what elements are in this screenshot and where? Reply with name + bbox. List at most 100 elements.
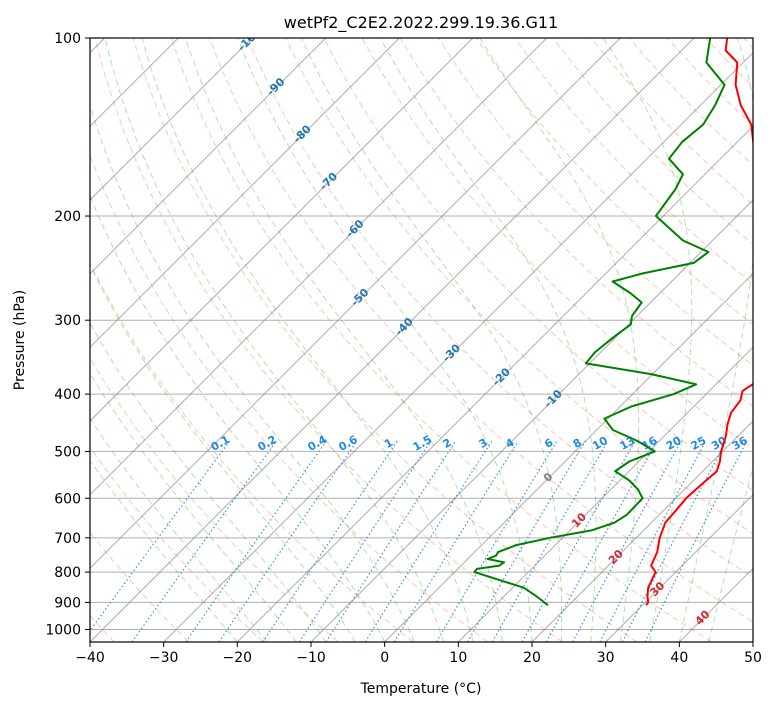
dry-adiabat [132,38,638,642]
dry-adiabat [667,38,753,127]
isotherm-line [90,38,695,642]
mixing-ratio-label: 36 [730,434,750,453]
mixing-ratio-line [218,440,358,642]
dry-adiabat [628,38,753,166]
mixing-ratio-line [545,440,658,642]
isotherm-label: -90 [264,75,287,98]
dry-adiabat [705,38,753,88]
y-tick-label: 300 [54,313,81,329]
mixing-ratio-label: 0.1 [209,433,232,454]
mixing-ratio-line [325,440,457,642]
isotherm-label: 10 [569,510,589,530]
moist-adiabat [90,321,327,642]
moist-adiabat [678,38,753,642]
moist-adiabat [104,38,445,642]
moist-adiabat [602,38,693,642]
isotherm-label: -70 [317,170,340,193]
y-tick-label: 400 [54,387,81,403]
dry-adiabat [247,38,753,578]
isotherm-line [90,38,621,570]
mixing-ratio-line [364,440,493,642]
moist-adiabat [300,38,563,642]
mixing-ratio-line [466,440,587,642]
mixing-ratio-line [521,440,636,642]
dry-adiabat [399,38,753,408]
y-tick-label: 800 [54,565,81,581]
moist-adiabat [90,459,238,642]
y-tick-label: 600 [54,491,81,507]
y-axis-label: Pressure (hPa) [12,290,28,390]
dry-adiabat [552,38,753,245]
x-tick-label: −20 [223,650,253,666]
isotherm-label: -30 [440,341,463,364]
moist-adiabat [141,38,474,642]
isotherm-line [531,420,753,642]
mixing-ratio-label: 10 [590,434,610,453]
mixing-ratio-label: 0.4 [306,433,330,454]
mixing-ratio-label: 8 [571,436,584,451]
mixing-ratio-line [491,440,609,642]
mixing-ratio-label: 1 [382,436,395,451]
dry-adiabat [743,38,753,49]
x-tick-label: 20 [523,650,541,666]
x-axis-label: Temperature (°C) [360,681,482,697]
mixing-ratio-label: 3 [477,436,490,451]
moist-adiabat [90,417,268,642]
x-tick-label: 40 [670,650,688,666]
dry-adiabat [90,357,339,642]
temperature-profile-line [645,38,753,606]
isotherm-label: -50 [348,286,371,309]
isotherm-line [90,38,474,422]
dry-adiabat [323,38,753,492]
isotherm-label: -80 [291,122,314,145]
dry-adiabat [170,38,712,642]
y-tick-label: 100 [54,31,81,47]
isotherm-line [90,38,548,496]
x-tick-label: 50 [744,650,762,666]
isotherm-line [163,51,753,642]
dewpoint-profile-line [473,38,726,607]
dry-adiabat [94,38,563,642]
isotherm-line [90,38,253,201]
mixing-ratio-line [435,440,558,642]
y-tick-label: 700 [54,531,81,547]
isotherm-line [752,641,753,642]
mixing-ratio-label: 25 [689,434,709,453]
isotherm-label: -40 [393,315,416,338]
isotherm-label: 40 [693,608,713,628]
dry-adiabat [90,531,190,642]
isotherm-line [310,199,753,642]
y-tick-label: 200 [54,209,81,225]
isotherm-line [90,38,327,275]
y-tick-label: 500 [54,444,81,460]
mixing-ratio-line [185,440,327,642]
x-tick-label: 0 [380,650,389,666]
isotherm-line [384,272,753,642]
x-tick-label: −30 [149,650,179,666]
moist-adiabat [379,38,597,642]
mixing-ratio-line [621,440,727,642]
isotherm-label: -20 [490,365,513,388]
isotherm-line [605,493,753,642]
mixing-ratio-label: 6 [542,436,555,451]
dry-adiabat [90,261,414,642]
x-tick-label: 10 [449,650,467,666]
mixing-ratio-label: 0.6 [336,433,360,454]
isotherm-label: -100 [235,25,264,54]
mixing-ratio-line [393,440,519,642]
mixing-ratio-line [298,440,432,642]
mixing-ratio-label: 0.2 [256,433,279,454]
chart-title: wetPf2_C2E2.2022.299.19.36.G11 [284,13,558,33]
x-tick-label: 30 [597,650,615,666]
moist-adiabat [90,372,297,642]
moist-adiabat [90,263,356,642]
y-tick-label: 900 [54,595,81,611]
mixing-ratio-line [644,440,748,642]
y-tick-label: 1000 [45,622,81,638]
isotherm-label: 20 [606,547,626,567]
mixing-ratio-label: 1.5 [411,433,434,454]
moist-adiabat [185,38,503,642]
isotherm-line [457,346,753,642]
x-tick-label: −40 [75,650,105,666]
